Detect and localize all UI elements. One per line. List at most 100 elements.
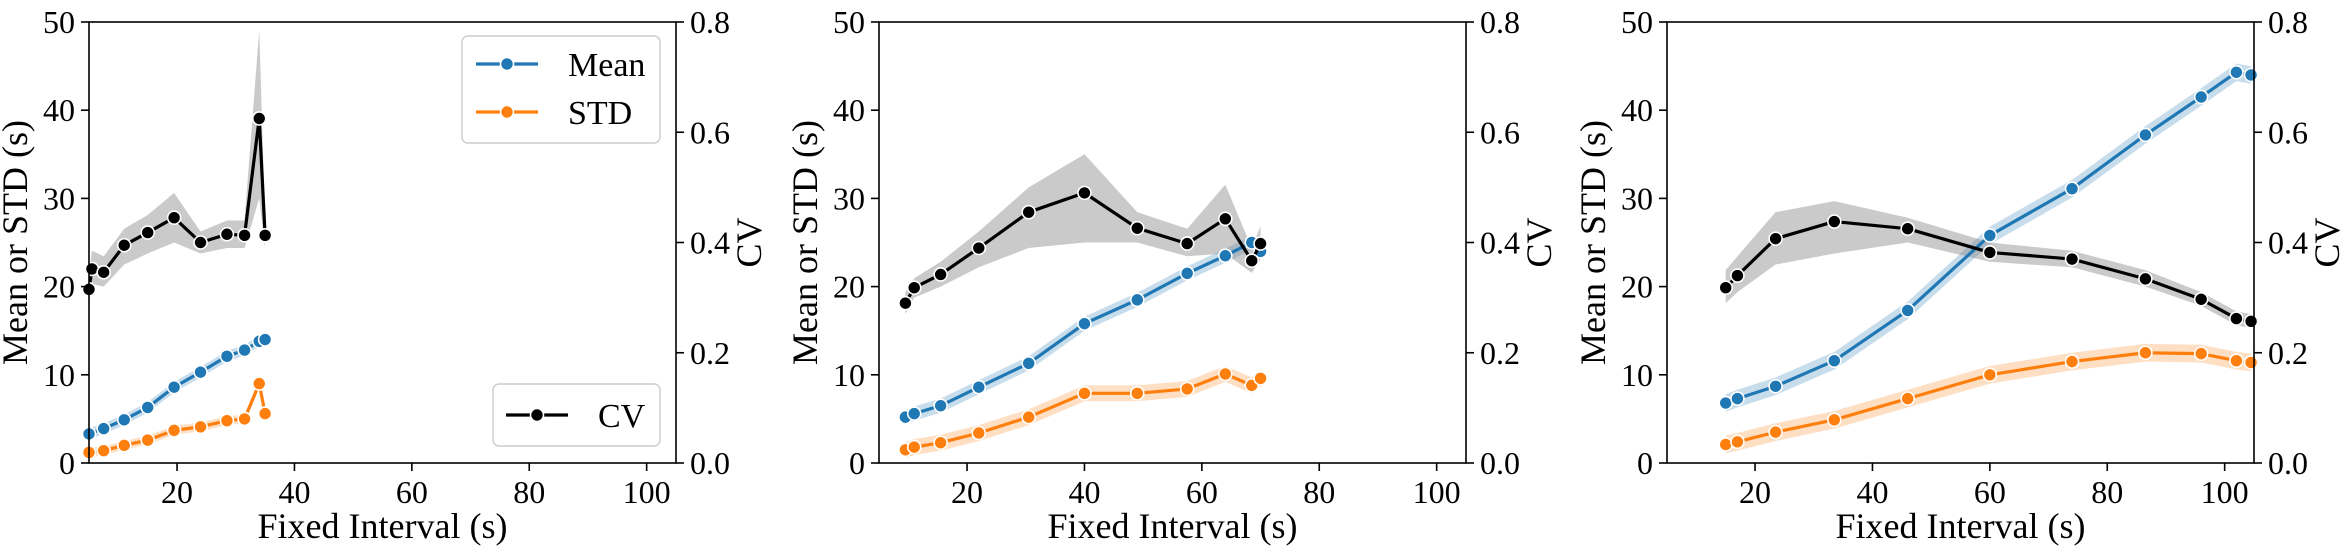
point-cv (237, 228, 252, 243)
point-mean (140, 400, 155, 415)
x-axis-label: Fixed Interval (s) (1048, 506, 1298, 546)
point-cv (1179, 236, 1195, 251)
legend-marker-std (499, 104, 515, 120)
y2-tick-label: 0.2 (2268, 335, 2308, 371)
point-cv (971, 240, 987, 256)
x-tick-label: 80 (2091, 474, 2123, 510)
line-mean (88, 337, 266, 436)
point-mean (257, 332, 273, 347)
y-tick-label: 40 (1621, 92, 1653, 128)
y-tick-label: 40 (43, 92, 75, 128)
x-tick-label: 60 (1974, 474, 2006, 510)
y2-tick-label: 0.8 (690, 4, 730, 40)
x-tick-label: 40 (278, 474, 310, 510)
point-cv (1218, 211, 1233, 227)
point-std (906, 439, 922, 455)
point-std (251, 376, 267, 391)
point-mean (2243, 67, 2259, 83)
point-mean (116, 412, 132, 428)
y-tick-label: 20 (43, 269, 75, 305)
point-cv (933, 267, 948, 282)
y2-axis-label: CV (729, 217, 769, 267)
y-tick-label: 0 (59, 445, 75, 481)
point-mean (1730, 391, 1745, 406)
point-std (1718, 437, 1733, 452)
y-tick-label: 50 (1621, 4, 1653, 40)
x-tick-label: 80 (513, 474, 545, 510)
point-cv (1982, 245, 1998, 260)
point-cv (1730, 268, 1745, 283)
y2-tick-label: 0.6 (2268, 114, 2308, 150)
point-std (2243, 355, 2259, 370)
point-std (116, 438, 132, 453)
point-std (1900, 391, 1915, 406)
x-tick-label: 80 (1303, 474, 1335, 510)
y-tick-label: 0 (1637, 445, 1653, 481)
point-std (1179, 381, 1195, 397)
legend-label-std: STD (568, 95, 632, 132)
point-cv (1900, 221, 1915, 237)
y-tick-label: 0 (849, 445, 865, 481)
point-cv (2193, 291, 2209, 307)
point-std (96, 443, 111, 458)
point-std (140, 432, 155, 448)
y-axis-label: Mean or STD (s) (0, 120, 35, 365)
y-tick-label: 20 (1621, 269, 1653, 305)
chart-panel-1: 20 40 60 80 100 0 10 20 30 40 50 0.0 0.2 0.4 0.6 0.8 Fix… (0, 4, 769, 546)
y2-tick-label: 0.0 (2268, 445, 2308, 481)
point-cv (1129, 220, 1145, 236)
point-cv (2229, 311, 2244, 326)
x-tick-label: 20 (1739, 474, 1771, 510)
y-tick-label: 10 (833, 357, 865, 393)
legend-marker-cv (529, 407, 545, 423)
y-tick-label: 40 (833, 92, 865, 128)
y2-axis-label: CV (1519, 217, 1559, 267)
x-tick-label: 40 (1068, 474, 1100, 510)
y-tick-label: 30 (833, 180, 865, 216)
y2-tick-label: 0.0 (1480, 445, 1520, 481)
legend-left: Mean STD (461, 35, 661, 144)
band-std (1725, 343, 2252, 454)
y2-tick-label: 0.4 (2268, 225, 2308, 261)
point-cv (116, 237, 132, 253)
point-std (1129, 386, 1145, 401)
x-tick-label: 100 (1413, 474, 1461, 510)
point-mean (1021, 356, 1036, 371)
point-std (1730, 434, 1745, 450)
point-mean (2193, 89, 2209, 105)
line-std (88, 382, 267, 455)
legend-box (492, 383, 661, 447)
y2-tick-label: 0.2 (1480, 335, 1520, 371)
point-cv (1077, 185, 1092, 201)
y-axis-label: Mean or STD (s) (785, 120, 825, 365)
y-tick-label: 10 (43, 357, 75, 393)
point-cv (1718, 280, 1733, 296)
point-cv (251, 111, 267, 126)
y-tick-label: 50 (833, 4, 865, 40)
band-cv (89, 30, 266, 304)
y2-axis-label: CV (2307, 217, 2347, 267)
chart-panel-2: 20 40 60 80 100 0 10 20 30 40 50 0.0 0.2 0.4 0.6 0.8 Fix… (785, 4, 1559, 546)
point-cv (2138, 271, 2153, 287)
y-tick-label: 30 (1621, 180, 1653, 216)
x-tick-label: 40 (1856, 474, 1888, 510)
y2-tick-label: 0.0 (690, 445, 730, 481)
point-cv (1021, 204, 1036, 220)
y2-tick-label: 0.4 (690, 225, 730, 261)
point-std (2193, 346, 2209, 361)
point-std (971, 425, 987, 441)
point-mean (237, 342, 252, 358)
point-std (1077, 386, 1092, 401)
band-cv (1725, 201, 2252, 328)
point-cv (96, 264, 111, 280)
point-std (933, 435, 948, 451)
point-std (193, 419, 208, 435)
point-cv (193, 235, 208, 250)
point-cv (2064, 251, 2080, 267)
point-std (1826, 412, 1842, 428)
point-std (1768, 424, 1783, 440)
x-tick-label: 20 (951, 474, 983, 510)
point-std (166, 423, 182, 438)
point-mean (1179, 266, 1195, 281)
